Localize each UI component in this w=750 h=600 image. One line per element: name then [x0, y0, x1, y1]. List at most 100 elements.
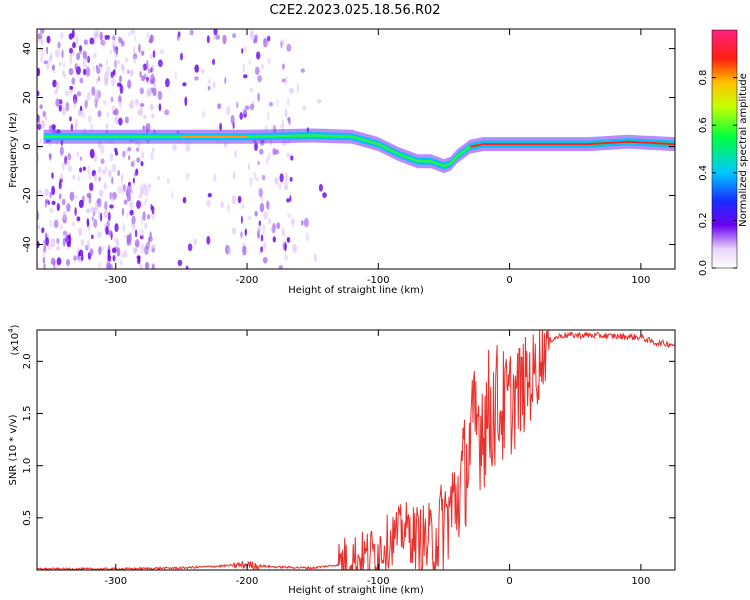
spectrogram-speckle — [263, 211, 268, 221]
scale-prefix: (x10 — [10, 333, 21, 356]
snr-y-tick-label: 1.0 — [22, 458, 33, 474]
spectrogram-speckle — [112, 35, 116, 41]
spectrogram-speckle — [189, 29, 194, 36]
spectrogram-speckle — [149, 79, 155, 85]
spectrogram-speckle — [37, 90, 40, 97]
spectrogram-speckle — [42, 249, 45, 257]
spectrogram-speckle — [90, 206, 96, 213]
spectrogram-speckle — [69, 116, 72, 122]
spectrogram-speckle — [151, 263, 155, 269]
spectrogram-speckle — [258, 220, 261, 227]
spectrogram-speckle — [62, 60, 66, 70]
spectrogram-y-tick-label: -40 — [22, 236, 33, 252]
spectrogram-speckle — [129, 200, 134, 209]
spectrogram-speckle — [302, 105, 307, 110]
spectrogram-speckle — [156, 175, 160, 181]
spectrogram-speckle — [65, 101, 70, 112]
spectrogram-speckle — [247, 215, 252, 221]
spectrogram-speckle — [287, 213, 292, 218]
spectrogram-speckle — [114, 116, 119, 125]
spectrogram-speckle — [254, 210, 258, 217]
spectrogram-speckle — [290, 218, 295, 224]
spectrogram-speckle — [58, 61, 62, 67]
spectrogram-speckle — [37, 67, 41, 77]
spectrogram-speckle — [232, 171, 236, 180]
spectrogram-speckle — [119, 260, 123, 266]
spectrogram-speckle — [73, 98, 77, 109]
spectrogram-speckle — [134, 229, 138, 238]
spectrogram-speckle — [207, 85, 211, 91]
spectrogram-speckle — [243, 46, 248, 52]
spectrogram-speckle — [138, 263, 143, 269]
spectrogram-speckle — [136, 157, 141, 163]
spectrogram-speckle — [65, 159, 71, 167]
spectrogram-speckle — [284, 109, 288, 118]
spectrogram-speckle — [79, 167, 83, 173]
spectrogram-speckle — [286, 43, 292, 52]
spectrogram-speckle — [100, 158, 105, 165]
spectrogram-speckle — [45, 199, 50, 204]
spectrogram-speckle — [283, 181, 289, 189]
spectrogram-speckle — [67, 241, 71, 248]
spectrogram-speckle — [37, 146, 42, 151]
spectrogram-speckle — [100, 145, 105, 154]
spectrogram-speckle — [212, 81, 216, 89]
spectrogram-speckle — [263, 38, 268, 48]
spectrogram-speckle — [232, 227, 237, 235]
spectrogram-speckle — [93, 173, 98, 182]
spectrogram-speckle — [132, 180, 136, 187]
spectrogram-speckle — [83, 39, 88, 45]
spectrogram-speckle — [62, 210, 67, 221]
spectrogram-speckle — [42, 110, 46, 118]
spectrogram-speckle — [262, 224, 266, 235]
spectrogram-speckle — [301, 220, 304, 226]
spectrogram-speckle — [289, 195, 292, 202]
spectrogram-speckle — [97, 110, 102, 118]
spectrogram-speckle — [93, 30, 99, 36]
spectrogram-speckle — [84, 99, 88, 109]
spectrogram-speckle — [139, 186, 142, 197]
spectrogram-speckle — [75, 66, 81, 75]
spectrogram-speckle — [43, 244, 47, 253]
spectrogram-speckle — [113, 237, 119, 244]
spectrogram-speckle — [72, 41, 76, 49]
spectrogram-speckle — [255, 177, 259, 182]
spectrogram-speckle — [130, 29, 136, 35]
spectrogram-speckle — [117, 186, 122, 194]
spectrogram-speckle — [126, 212, 129, 218]
spectrogram-speckle — [98, 176, 101, 182]
spectrogram-speckle — [74, 118, 79, 127]
spectrogram-speckle — [180, 52, 183, 61]
spectrogram-speckle — [136, 147, 140, 152]
spectrogram-speckle — [138, 194, 142, 199]
spectrogram-speckle — [279, 123, 285, 129]
spectrogram-speckle — [78, 227, 83, 237]
spectrogram-speckle — [62, 237, 66, 247]
spectrogram-speckle — [37, 210, 40, 221]
spectrogram-speckle — [141, 151, 145, 160]
spectrogram-speckle — [140, 187, 145, 196]
spectrogram-speckle — [120, 174, 124, 183]
spectrogram-speckle — [99, 31, 103, 41]
spectrogram-speckle — [99, 189, 104, 197]
spectrogram-speckle — [182, 82, 187, 87]
spectrogram-speckle — [87, 55, 90, 64]
spectrogram-speckle — [282, 63, 285, 70]
spectrogram-speckle — [49, 208, 54, 213]
scale-suffix: ) — [10, 324, 21, 328]
spectrogram-speckle — [263, 241, 267, 249]
spectrogram-speckle — [260, 63, 265, 70]
spectrogram-x-tick-label: 0 — [506, 275, 512, 286]
spectrogram-speckle — [241, 48, 244, 54]
spectrogram-speckle — [206, 35, 210, 44]
spectrogram-speckle — [285, 75, 288, 86]
spectrogram-speckle — [50, 237, 56, 248]
spectrogram-speckle — [147, 87, 152, 96]
spectrogram-speckle — [285, 172, 288, 183]
spectrogram-speckle — [143, 114, 147, 120]
spectrogram-speckle — [201, 68, 205, 75]
spectrogram-speckle — [40, 29, 43, 37]
spectrogram-speckle — [182, 196, 187, 204]
spectrogram-y-tick-label: 40 — [22, 42, 33, 55]
spectrogram-speckle — [122, 66, 125, 76]
